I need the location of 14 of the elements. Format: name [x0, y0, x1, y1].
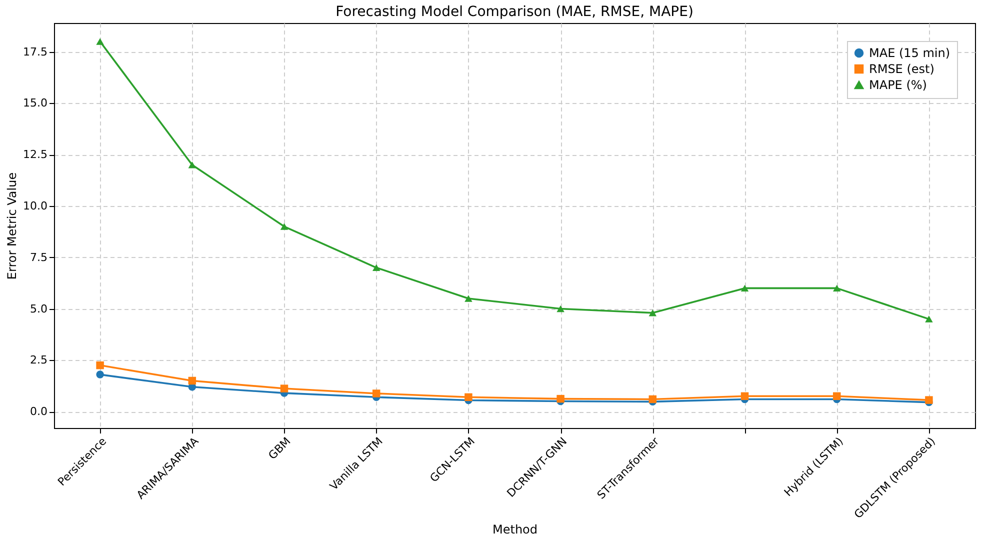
y-tick-label: 12.5	[23, 148, 48, 162]
x-axis-title: Method	[492, 522, 538, 536]
chart-title: Forecasting Model Comparison (MAE, RMSE, MAPE)	[336, 4, 694, 20]
legend-label: MAPE (%)	[869, 78, 927, 92]
y-tick-label: 0.0	[30, 405, 48, 418]
y-tick-label: 17.5	[23, 45, 48, 58]
y-axis-title: Error Metric Value	[5, 172, 20, 280]
y-tick-label: 5.0	[30, 302, 48, 316]
y-tick-label: 2.5	[30, 354, 48, 367]
y-tick-label: 15.0	[23, 96, 48, 110]
legend-label: RMSE (est)	[869, 62, 934, 76]
y-tick-label: 7.5	[30, 250, 48, 264]
legend-label: MAE (15 min)	[869, 46, 950, 60]
y-tick-label: 10.0	[23, 199, 48, 212]
